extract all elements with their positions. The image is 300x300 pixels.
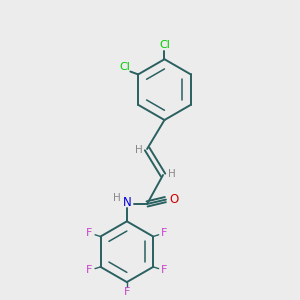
Text: N: N [122, 196, 131, 209]
Text: H: H [135, 146, 143, 155]
Text: F: F [86, 228, 93, 238]
Text: Cl: Cl [159, 40, 170, 50]
Text: F: F [161, 228, 167, 238]
Text: H: H [168, 169, 176, 178]
Text: F: F [86, 266, 93, 275]
Text: F: F [161, 266, 167, 275]
Text: F: F [124, 287, 130, 297]
Text: Cl: Cl [119, 61, 130, 72]
Text: O: O [169, 193, 178, 206]
Text: H: H [113, 193, 121, 202]
